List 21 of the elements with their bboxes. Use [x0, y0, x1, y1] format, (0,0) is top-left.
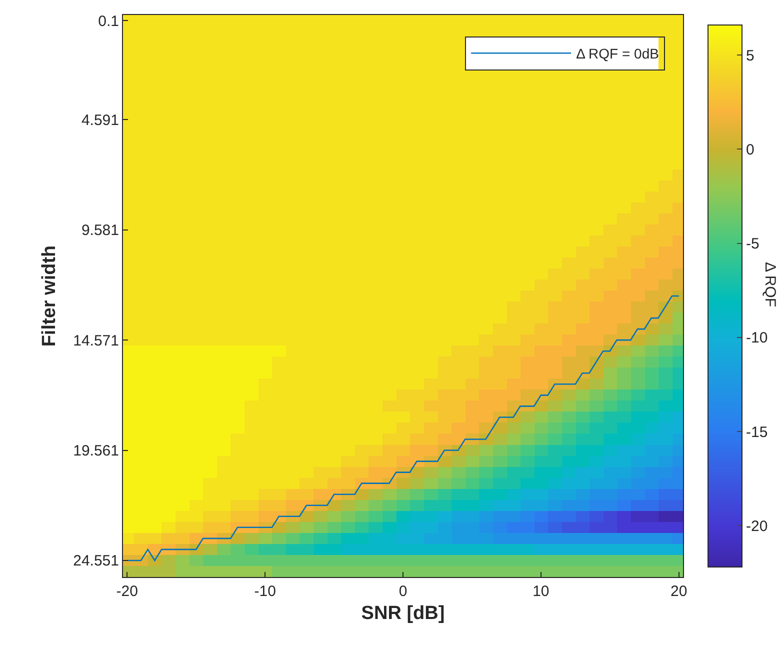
y-tick-label: 4.591	[81, 112, 119, 129]
color-bar-title: Δ RQF	[762, 262, 779, 307]
color-bar-label: -20	[746, 518, 768, 535]
y-axis-title: Filter width	[38, 245, 60, 347]
color-bar-label: 0	[746, 141, 754, 158]
y-tick-label: 14.571	[73, 332, 119, 350]
y-tick-label: 0.1	[98, 12, 119, 30]
y-tick-label: 19.561	[73, 442, 119, 460]
x-tick-label: 0	[398, 583, 408, 600]
y-tick-label: 9.581	[81, 222, 119, 240]
y-tick-label: 24.551	[73, 552, 119, 570]
x-tick-label: 20	[670, 583, 688, 600]
color-bar-label: -10	[746, 330, 768, 347]
text: Δ RQF = 0dB	[576, 46, 659, 62]
color-bar-label: -5	[746, 236, 760, 253]
color-bar-label: 5	[746, 47, 754, 64]
color-bar-label: -15	[746, 424, 768, 441]
x-tick-label: -10	[254, 583, 276, 600]
x-tick-label: -20	[116, 583, 138, 600]
x-axis-title: SNR [dB]	[361, 602, 445, 624]
x-tick-label: 10	[532, 583, 550, 600]
